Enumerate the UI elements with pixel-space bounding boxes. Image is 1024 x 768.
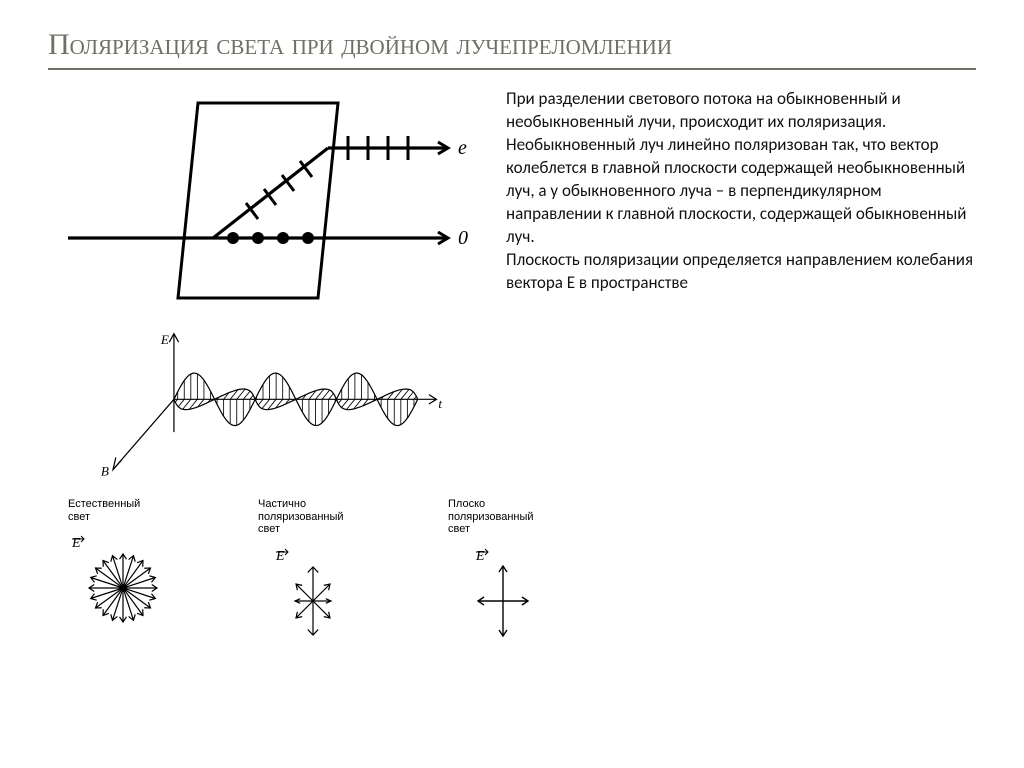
axis-b-label: B xyxy=(101,463,109,478)
slide: Поляризация света при двойном лучепрелом… xyxy=(0,0,1024,768)
polarization-types-row: Естественныйсвет E Частичнополяризованны… xyxy=(48,498,976,646)
natural-light-label: Естественныйсвет xyxy=(68,498,140,523)
linear-light-item: Плоскополяризованныйсвет E xyxy=(448,498,558,646)
axis-t-label: t xyxy=(438,396,442,411)
birefringence-diagram: e 0 xyxy=(48,88,478,318)
left-column: e 0 E t B xyxy=(48,88,478,484)
vector-e-label: E xyxy=(475,549,485,564)
vector-e-label: E xyxy=(71,536,81,551)
content-row: e 0 E t B xyxy=(48,88,976,484)
partial-light-item: Частичнополяризованныйсвет E xyxy=(258,498,368,646)
axis-e-label: E xyxy=(160,332,169,347)
partial-light-icon: E xyxy=(258,546,368,646)
linear-light-label: Плоскополяризованныйсвет xyxy=(448,498,534,536)
natural-light-item: Естественныйсвет E xyxy=(68,498,178,646)
e-ray-label: e xyxy=(458,137,467,159)
em-wave-diagram: E t B xyxy=(48,329,478,479)
right-column: При разделении светового потока на обыкн… xyxy=(506,88,976,484)
linear-light-icon: E xyxy=(448,546,558,646)
vector-e-label: E xyxy=(275,549,285,564)
body-paragraph: При разделении светового потока на обыкн… xyxy=(506,88,976,294)
natural-light-icon: E xyxy=(68,533,178,633)
slide-title: Поляризация света при двойном лучепрелом… xyxy=(48,28,976,62)
title-underline: Поляризация света при двойном лучепрелом… xyxy=(48,28,976,70)
partial-light-label: Частичнополяризованныйсвет xyxy=(258,498,344,536)
o-ray-label: 0 xyxy=(458,227,468,249)
